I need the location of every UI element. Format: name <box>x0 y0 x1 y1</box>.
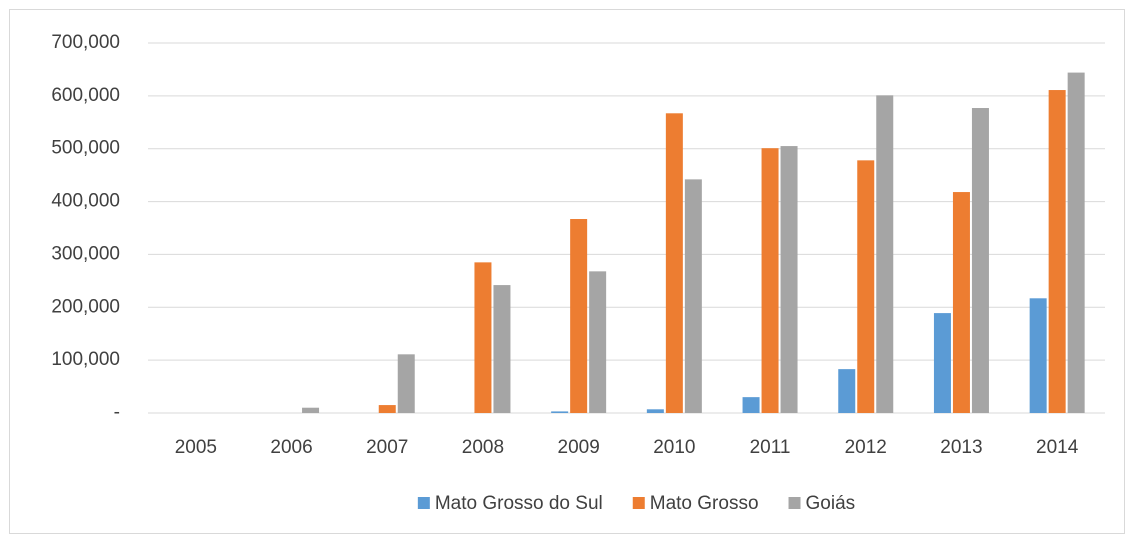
bar <box>378 405 396 413</box>
bar <box>493 285 511 413</box>
bar <box>302 407 320 413</box>
bar <box>570 219 588 413</box>
bar <box>1048 90 1066 414</box>
bar <box>761 148 779 413</box>
y-tick-label: - <box>114 402 120 423</box>
y-tick-label: 200,000 <box>51 296 120 317</box>
x-tick-label: 2013 <box>940 437 982 458</box>
x-tick-label: 2012 <box>845 437 887 458</box>
bar <box>1067 72 1085 413</box>
chart-border <box>9 9 1125 534</box>
bar <box>857 160 875 413</box>
bar <box>551 411 569 413</box>
legend-label: Mato Grosso do Sul <box>435 493 603 514</box>
x-tick-label: 2006 <box>270 437 312 458</box>
bar <box>684 179 702 413</box>
legend-swatch <box>632 497 645 509</box>
bar <box>589 271 607 413</box>
bar <box>971 108 989 413</box>
y-tick-label: 300,000 <box>51 243 120 264</box>
bar <box>876 95 894 413</box>
y-tick-label: 700,000 <box>51 32 120 53</box>
bar <box>1029 298 1047 413</box>
bar <box>474 262 492 413</box>
bar <box>646 409 664 413</box>
bar <box>397 354 415 413</box>
y-tick-label: 600,000 <box>51 85 120 106</box>
legend-swatch <box>788 497 801 509</box>
y-tick-label: 500,000 <box>51 138 120 159</box>
x-tick-label: 2005 <box>175 437 217 458</box>
y-tick-label: 100,000 <box>51 349 120 370</box>
x-tick-label: 2011 <box>750 437 791 458</box>
bar <box>780 146 798 414</box>
y-tick-label: 400,000 <box>51 191 120 212</box>
x-tick-label: 2009 <box>558 437 600 458</box>
bar <box>933 313 951 413</box>
bar <box>665 113 683 414</box>
legend-label: Goiás <box>806 493 856 514</box>
bar <box>742 397 760 413</box>
x-tick-label: 2014 <box>1036 437 1079 458</box>
legend-label: Mato Grosso <box>650 493 759 514</box>
x-tick-label: 2010 <box>653 437 695 458</box>
x-tick-label: 2008 <box>462 437 504 458</box>
bar <box>952 192 970 413</box>
x-tick-label: 2007 <box>366 437 408 458</box>
legend-swatch <box>417 497 430 509</box>
bar <box>838 369 856 413</box>
